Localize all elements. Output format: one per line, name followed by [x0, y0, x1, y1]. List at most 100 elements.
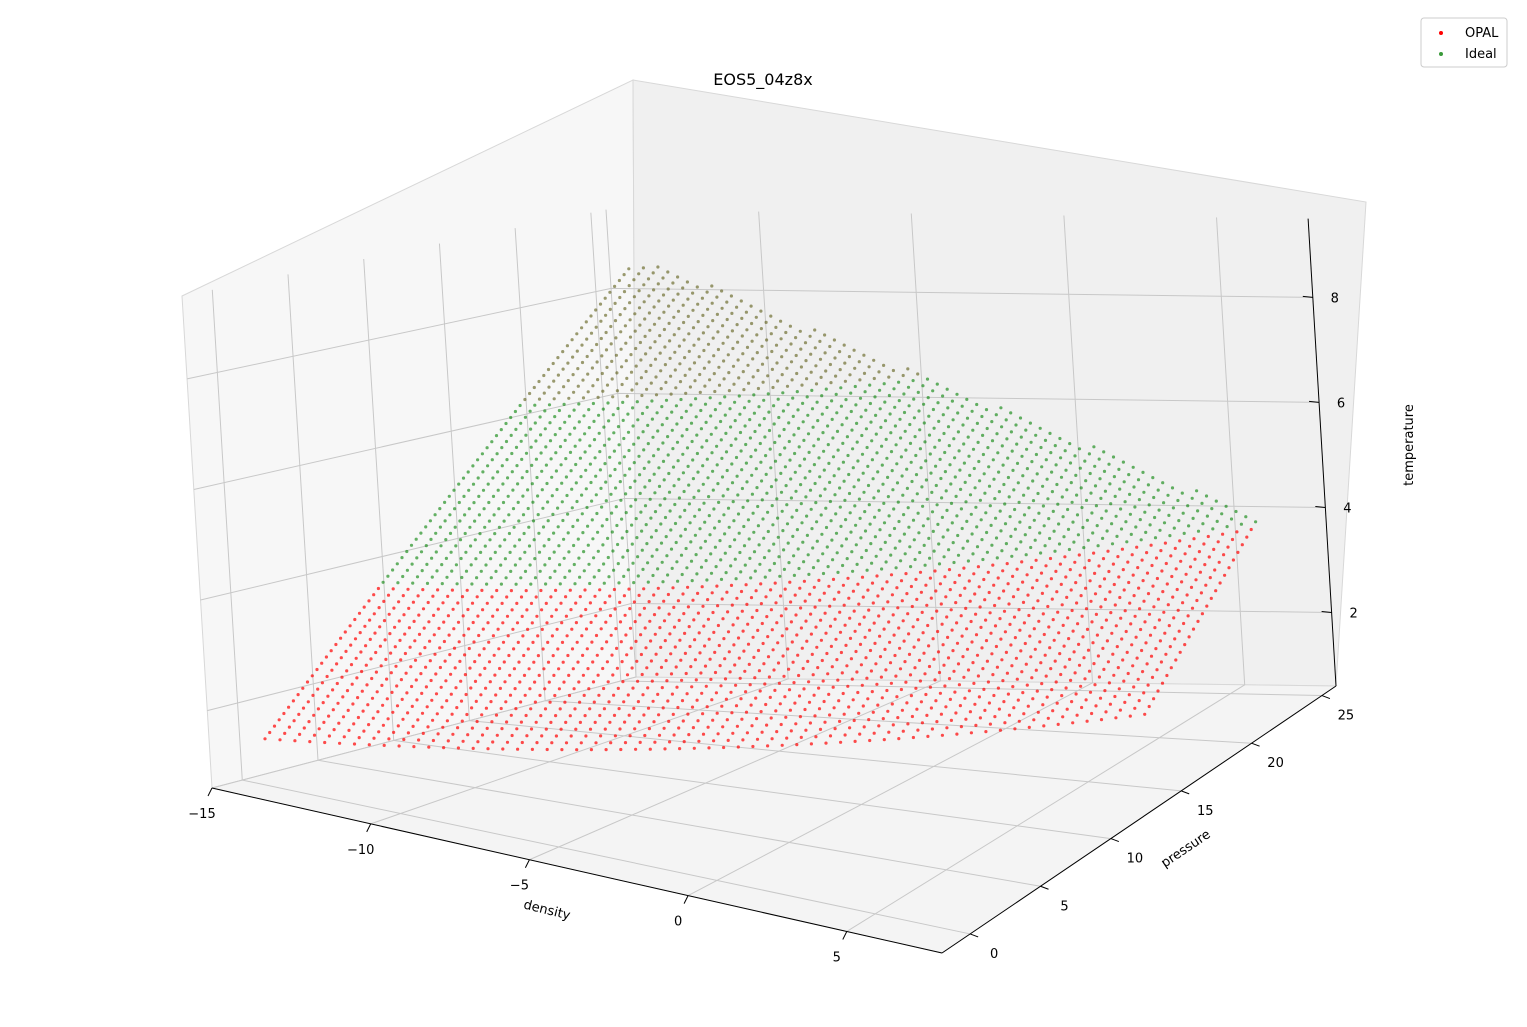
ideal-point: [798, 329, 802, 333]
ideal-point: [975, 525, 979, 529]
ideal-point: [1062, 535, 1066, 539]
opal-point: [1072, 650, 1076, 654]
opal-point: [785, 736, 789, 740]
opal-point: [783, 695, 787, 699]
ideal-point: [679, 553, 684, 557]
ideal-point: [838, 350, 842, 354]
ideal-point: [956, 553, 961, 557]
ideal-point: [791, 396, 795, 400]
ideal-point: [811, 546, 815, 550]
ideal-point: [471, 482, 476, 486]
ideal-point: [657, 466, 661, 470]
ideal-point: [847, 472, 851, 477]
ideal-point: [1074, 473, 1078, 477]
x-gridline: [846, 217, 1246, 932]
ideal-point: [594, 325, 598, 329]
ideal-point: [1010, 554, 1014, 558]
ideal-point: [775, 497, 779, 501]
ideal-point: [981, 557, 985, 562]
ideal-point: [636, 436, 641, 440]
opal-point: [1180, 580, 1184, 584]
opal-point: [1131, 573, 1135, 577]
ideal-point: [893, 424, 898, 428]
opal-point: [1152, 697, 1156, 701]
opal-point: [680, 699, 685, 703]
opal-point: [1031, 606, 1035, 610]
opal-point: [1150, 675, 1155, 680]
opal-point: [876, 703, 880, 707]
ideal-point: [653, 340, 657, 344]
ideal-point: [960, 526, 964, 531]
opal-point: [682, 612, 686, 616]
ideal-point: [548, 439, 553, 443]
ideal-point: [762, 398, 766, 402]
ideal-point: [822, 468, 826, 472]
opal-point: [763, 682, 767, 686]
opal-point: [1069, 678, 1073, 683]
ideal-point: [938, 457, 942, 461]
ideal-point: [877, 508, 881, 512]
opal-point: [1216, 540, 1220, 544]
ideal-point: [674, 386, 678, 390]
opal-point: [646, 706, 651, 710]
opal-point: [1047, 625, 1051, 629]
opal-point: [1074, 692, 1078, 696]
opal-point: [1137, 699, 1141, 703]
ideal-point: [1031, 479, 1035, 483]
ideal-point: [486, 482, 490, 486]
ideal-point: [1033, 538, 1037, 542]
ideal-point: [759, 309, 763, 313]
opal-point: [475, 719, 479, 724]
ideal-point: [782, 567, 787, 572]
ideal-point: [581, 531, 585, 535]
ideal-point: [783, 446, 787, 450]
ideal-point: [663, 497, 667, 501]
opal-point: [367, 599, 371, 603]
opal-point: [794, 722, 798, 726]
opal-point: [952, 669, 956, 673]
ideal-point: [814, 364, 818, 368]
opal-point: [825, 651, 829, 656]
opal-point: [1085, 719, 1089, 723]
ideal-point: [749, 304, 753, 308]
opal-point: [948, 588, 952, 592]
opal-point: [912, 645, 916, 649]
ideal-point: [860, 555, 864, 560]
opal-point: [1034, 558, 1038, 562]
ideal-point: [608, 307, 612, 311]
ideal-point: [741, 370, 745, 374]
opal-point: [390, 690, 394, 695]
ideal-point: [912, 416, 917, 420]
opal-point: [1187, 635, 1191, 639]
ideal-point: [603, 296, 607, 300]
ideal-point: [828, 480, 832, 484]
ideal-point: [872, 496, 876, 500]
opal-point: [707, 637, 711, 641]
opal-point: [1040, 591, 1044, 596]
z-axis-title: temperature: [1402, 404, 1417, 486]
ideal-point: [695, 572, 699, 576]
ideal-point: [737, 376, 741, 380]
ideal-point: [758, 423, 762, 427]
ideal-point: [940, 496, 944, 500]
ideal-point: [775, 361, 779, 365]
opal-point: [939, 602, 943, 606]
opal-point: [736, 636, 741, 640]
ideal-point: [640, 393, 644, 398]
ideal-point: [735, 323, 739, 327]
ideal-point: [791, 534, 795, 539]
opal-point: [1085, 627, 1090, 632]
opal-point: [1023, 641, 1027, 646]
ideal-point: [1100, 516, 1104, 520]
opal-point: [379, 664, 383, 668]
opal-point: [327, 714, 331, 718]
opal-point: [1027, 725, 1031, 730]
ideal-point: [693, 533, 698, 537]
ideal-point: [870, 439, 874, 443]
ideal-point: [895, 481, 900, 485]
ideal-point: [1157, 508, 1161, 512]
opal-point: [350, 682, 354, 686]
opal-point: [1123, 700, 1127, 705]
opal-point: [1149, 654, 1154, 658]
opal-point: [1027, 613, 1031, 618]
